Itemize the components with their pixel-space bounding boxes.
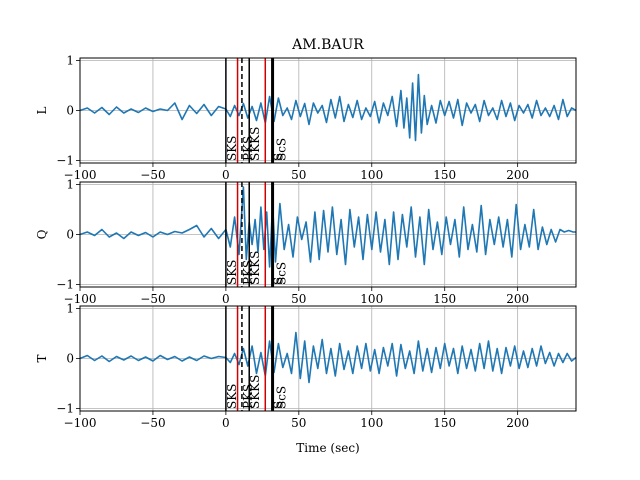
y-axis-label-q: Q xyxy=(35,229,49,239)
y-tick-label: 1 xyxy=(66,302,74,316)
x-tick-label: −50 xyxy=(140,168,165,182)
phase-label-sks: SKS xyxy=(225,384,239,409)
y-tick-label: 1 xyxy=(66,178,74,192)
x-tick-label: 100 xyxy=(360,168,383,182)
y-tick-label: 0 xyxy=(66,104,74,118)
x-tick-label: −50 xyxy=(140,416,165,430)
x-tick-label: 150 xyxy=(433,416,456,430)
y-axis-label-l: L xyxy=(35,106,49,114)
x-tick-label: 0 xyxy=(222,168,230,182)
x-tick-label: 150 xyxy=(433,292,456,306)
phase-label-skks: SKKS xyxy=(248,375,262,409)
x-tick-label: 50 xyxy=(291,292,306,306)
phase-label-skks: SKKS xyxy=(248,251,262,285)
y-tick-label: −1 xyxy=(56,154,74,168)
x-tick-label: 200 xyxy=(506,292,529,306)
trace-q xyxy=(79,186,576,268)
y-tick-label: 0 xyxy=(66,228,74,242)
x-tick-label: −100 xyxy=(64,168,97,182)
phase-label-s: S xyxy=(272,401,286,409)
y-tick-label: −1 xyxy=(56,402,74,416)
x-tick-label: 200 xyxy=(506,416,529,430)
x-tick-label: 100 xyxy=(360,292,383,306)
phase-label-scs: ScS xyxy=(274,262,288,285)
phase-label-skks: SKKS xyxy=(248,127,262,161)
phase-label-s: S xyxy=(272,153,286,161)
chart-title: AM.BAUR xyxy=(291,37,364,53)
x-tick-label: 50 xyxy=(291,416,306,430)
phase-label-sks: SKS xyxy=(225,260,239,285)
y-tick-label: 0 xyxy=(66,352,74,366)
y-tick-label: −1 xyxy=(56,278,74,292)
x-tick-label: −100 xyxy=(64,416,97,430)
x-tick-label: −50 xyxy=(140,292,165,306)
x-tick-label: −100 xyxy=(64,292,97,306)
phase-label-scs: ScS xyxy=(274,138,288,161)
phase-label-scs: ScS xyxy=(274,386,288,409)
x-axis-label: Time (sec) xyxy=(296,441,359,455)
x-tick-label: 50 xyxy=(291,168,306,182)
phase-label-pks: PKS xyxy=(241,260,255,285)
trace-t xyxy=(79,331,577,384)
x-tick-label: 200 xyxy=(506,168,529,182)
phase-label-sks: SKS xyxy=(225,136,239,161)
y-tick-label: 1 xyxy=(66,54,74,68)
phase-label-pks: PKS xyxy=(241,384,255,409)
x-tick-label: 0 xyxy=(222,292,230,306)
x-tick-label: 100 xyxy=(360,416,383,430)
y-axis-label-t: T xyxy=(35,354,49,362)
phase-label-s: S xyxy=(272,277,286,285)
x-tick-label: 150 xyxy=(433,168,456,182)
trace-l xyxy=(79,73,577,142)
x-tick-label: 0 xyxy=(222,416,230,430)
phase-label-pks: PKS xyxy=(241,136,255,161)
